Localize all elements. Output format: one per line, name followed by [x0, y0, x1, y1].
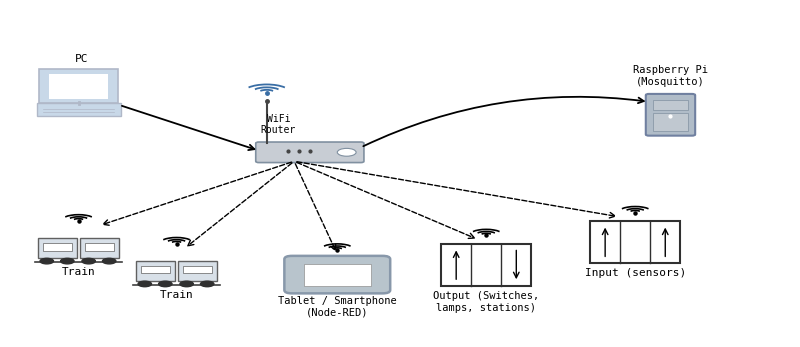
Text: WiFi
Router: WiFi Router	[261, 113, 296, 135]
Circle shape	[158, 281, 172, 287]
FancyBboxPatch shape	[256, 142, 364, 163]
Bar	[183, 266, 212, 273]
Circle shape	[61, 258, 74, 264]
FancyBboxPatch shape	[646, 94, 695, 136]
Bar	[178, 261, 217, 281]
Bar	[136, 261, 175, 281]
Bar	[80, 238, 119, 258]
FancyBboxPatch shape	[39, 69, 118, 103]
FancyBboxPatch shape	[37, 103, 121, 117]
FancyBboxPatch shape	[284, 256, 390, 293]
Bar	[49, 74, 108, 99]
Bar	[653, 100, 688, 110]
Bar	[141, 266, 170, 273]
Text: Train: Train	[62, 268, 95, 278]
Text: Input (sensors): Input (sensors)	[585, 268, 686, 278]
Text: Output (Switches,
lamps, stations): Output (Switches, lamps, stations)	[433, 291, 539, 313]
Circle shape	[338, 149, 356, 156]
Bar	[85, 243, 114, 251]
Text: PC: PC	[74, 54, 88, 64]
Bar	[38, 238, 77, 258]
Circle shape	[201, 281, 214, 287]
Circle shape	[82, 258, 95, 264]
Bar	[653, 113, 688, 131]
Bar	[441, 244, 531, 286]
Bar	[590, 221, 680, 263]
Circle shape	[102, 258, 116, 264]
Circle shape	[180, 281, 194, 287]
Text: Raspberry Pi
(Mosquitto): Raspberry Pi (Mosquitto)	[633, 66, 708, 87]
Circle shape	[40, 258, 54, 264]
Bar	[43, 243, 72, 251]
Text: Train: Train	[160, 290, 194, 300]
Text: Tablet / Smartphone
(Node-RED): Tablet / Smartphone (Node-RED)	[278, 296, 397, 318]
Circle shape	[138, 281, 151, 287]
Text: I: I	[346, 149, 348, 155]
Bar	[304, 264, 370, 286]
